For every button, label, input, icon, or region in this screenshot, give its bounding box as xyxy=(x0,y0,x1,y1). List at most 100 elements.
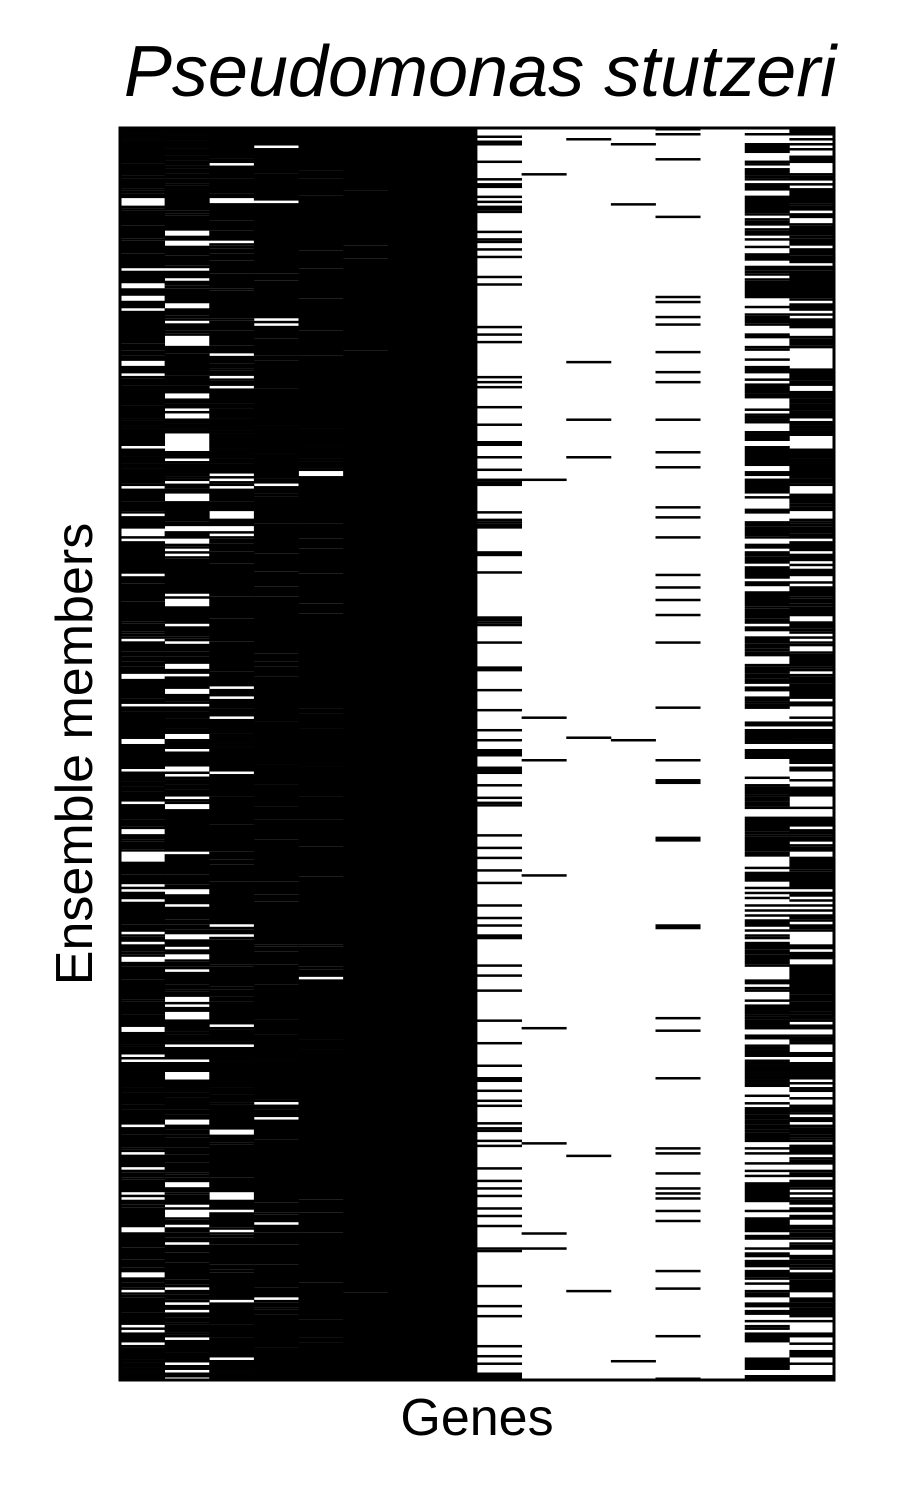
heatmap-cell xyxy=(789,596,835,599)
heatmap-cell xyxy=(477,748,523,752)
heatmap-cell xyxy=(789,1014,835,1020)
heatmap-cell xyxy=(209,618,255,642)
heatmap-cell xyxy=(789,1172,835,1178)
heatmap-cell xyxy=(789,1082,835,1085)
heatmap-cell xyxy=(164,213,210,216)
heatmap-cell xyxy=(789,871,835,890)
heatmap-cell xyxy=(120,636,166,639)
heatmap-cell xyxy=(744,345,790,349)
heatmap-cell xyxy=(164,483,210,489)
heatmap-cell xyxy=(209,463,255,474)
heatmap-cell xyxy=(789,238,835,246)
heatmap-cell xyxy=(209,796,255,825)
heatmap-cell xyxy=(744,891,790,895)
heatmap-cell xyxy=(789,128,835,134)
heatmap-cell xyxy=(789,298,835,301)
heatmap-cell xyxy=(789,526,835,534)
heatmap-cell xyxy=(120,365,166,374)
heatmap-cell xyxy=(164,173,210,179)
heatmap-cell xyxy=(744,1162,790,1165)
heatmap-cell xyxy=(120,901,166,925)
heatmap-cell xyxy=(789,1051,835,1057)
heatmap-cell xyxy=(789,1199,835,1205)
heatmap-cell xyxy=(120,601,166,622)
heatmap-cell xyxy=(209,1234,255,1238)
heatmap-cell xyxy=(120,1362,166,1368)
heatmap-cell xyxy=(744,1209,790,1213)
heatmap-cell xyxy=(744,323,790,326)
heatmap-cell xyxy=(789,398,835,404)
heatmap-cell xyxy=(744,1014,790,1017)
heatmap-cell xyxy=(655,586,701,589)
heatmap-cell xyxy=(744,508,790,514)
heatmap-cell xyxy=(164,1137,210,1148)
heatmap-cell xyxy=(744,543,790,549)
heatmap-cell xyxy=(209,370,255,376)
heatmap-cell xyxy=(164,235,210,241)
heatmap-cell xyxy=(789,1036,835,1042)
heatmap-cell xyxy=(477,904,523,907)
heatmap-cell xyxy=(209,408,255,419)
heatmap-cell xyxy=(744,143,790,154)
heatmap-cell xyxy=(120,418,166,421)
heatmap-cell xyxy=(744,230,790,236)
heatmap-cell xyxy=(789,636,835,639)
heatmap-cell xyxy=(789,1279,835,1293)
heatmap-cell xyxy=(744,446,790,467)
heatmap-cell xyxy=(744,636,790,644)
heatmap-cell xyxy=(744,756,790,759)
heatmap-cell xyxy=(209,253,255,261)
heatmap-cell xyxy=(164,1006,210,1012)
heatmap-cell xyxy=(744,526,790,537)
heatmap-cell xyxy=(477,924,523,927)
heatmap-cell xyxy=(253,388,299,426)
heatmap-cell xyxy=(789,1137,835,1140)
heatmap-cell xyxy=(120,743,166,757)
heatmap-cell xyxy=(789,944,835,950)
heatmap-cell xyxy=(744,964,790,967)
heatmap-cell xyxy=(744,1114,790,1120)
heatmap-cell xyxy=(164,1237,210,1243)
heatmap-cell xyxy=(477,518,523,522)
heatmap-cell xyxy=(253,320,299,324)
heatmap-cell xyxy=(120,1247,166,1260)
heatmap-cell xyxy=(477,804,523,807)
heatmap-cell xyxy=(744,1332,790,1343)
heatmap-cell xyxy=(789,676,835,684)
heatmap-cell xyxy=(789,1192,835,1195)
heatmap-cell xyxy=(120,456,166,464)
heatmap-cell xyxy=(789,403,835,411)
heatmap-cell xyxy=(789,1374,835,1380)
gene-column xyxy=(566,138,612,1293)
heatmap-cell xyxy=(789,899,835,902)
heatmap-cell xyxy=(477,205,523,211)
heatmap-cell xyxy=(566,456,612,459)
heatmap-cell xyxy=(655,1287,701,1290)
gene-column xyxy=(120,128,166,1380)
heatmap-cell xyxy=(120,954,166,957)
heatmap-cell xyxy=(744,866,790,870)
heatmap-cell xyxy=(477,1224,523,1228)
heatmap-cell xyxy=(120,1056,166,1060)
heatmap-cell xyxy=(253,806,299,820)
heatmap-cell xyxy=(164,668,210,674)
heatmap-cell xyxy=(120,834,166,840)
heatmap-cell xyxy=(566,736,612,739)
heatmap-cell xyxy=(789,1087,835,1090)
heatmap-cell xyxy=(253,360,299,389)
heatmap-cell xyxy=(209,851,255,860)
heatmap-cell xyxy=(120,641,166,652)
heatmap-cell xyxy=(298,946,344,967)
heatmap-cell xyxy=(298,195,344,251)
heatmap-cell xyxy=(477,275,523,279)
heatmap-cell xyxy=(789,603,835,607)
heatmap-cell xyxy=(120,188,166,191)
heatmap-cell xyxy=(253,325,299,339)
heatmap-cell xyxy=(655,1209,701,1213)
heatmap-cell xyxy=(209,1041,255,1045)
heatmap-cell xyxy=(744,979,790,985)
heatmap-cell xyxy=(343,190,389,246)
heatmap-cell xyxy=(655,370,701,374)
heatmap-cell xyxy=(789,668,835,672)
heatmap-cell xyxy=(477,1104,523,1108)
